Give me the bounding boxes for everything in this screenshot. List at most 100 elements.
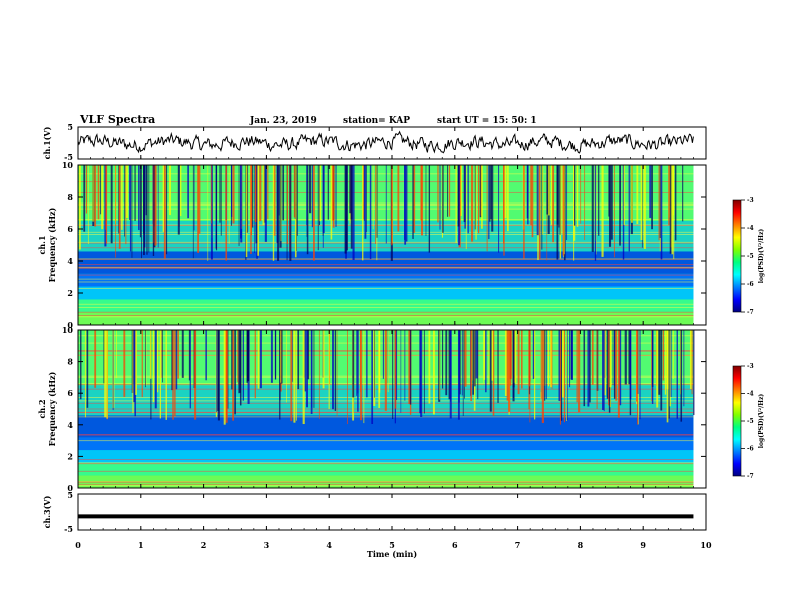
sferic-stripe	[506, 330, 509, 401]
spectral-line	[78, 463, 694, 465]
sferic-stripe	[334, 330, 337, 411]
sferic-stripe	[356, 330, 358, 396]
sferic-stripe	[404, 165, 406, 240]
ch1-waveform-line	[77, 130, 694, 154]
ch1-ytick-label: 10	[62, 160, 74, 170]
sferic-stripe	[309, 165, 312, 214]
sferic-stripe	[232, 330, 235, 421]
sferic-stripe	[280, 330, 282, 383]
sferic-stripe	[672, 330, 674, 380]
x-tick-label: 6	[452, 540, 458, 550]
sferic-stripe	[639, 330, 641, 420]
sferic-stripe	[669, 165, 672, 254]
sferic-stripe	[615, 330, 618, 401]
ch1-ytick-label: 2	[67, 288, 73, 298]
header-station: station= KAP	[343, 116, 410, 126]
spectral-line	[78, 459, 694, 460]
sferic-stripe	[596, 330, 598, 409]
sferic-stripe	[668, 165, 670, 226]
sferic-stripe	[293, 330, 296, 423]
sferic-stripe	[166, 165, 168, 255]
sferic-stripe	[234, 330, 236, 415]
sferic-stripe	[566, 330, 568, 420]
sferic-stripe	[141, 330, 143, 398]
ch2-spectrogram-ylabel-frequency: Frequency (kHz)	[47, 371, 57, 446]
sferic-stripe	[291, 330, 293, 382]
sferic-stripe	[138, 165, 140, 231]
spectral-line	[78, 208, 694, 210]
spectral-line	[78, 281, 694, 283]
sferic-stripe	[488, 330, 490, 385]
sferic-stripe	[503, 165, 505, 244]
sferic-stripe	[660, 330, 663, 411]
sferic-stripe	[432, 330, 435, 415]
sferic-stripe	[118, 165, 121, 249]
ch2-ytick-label: 2	[67, 451, 73, 461]
sferic-stripe	[152, 330, 155, 403]
sferic-stripe	[504, 165, 507, 219]
sferic-stripe	[603, 330, 605, 412]
sferic-stripe	[344, 165, 347, 254]
sferic-stripe	[290, 330, 293, 422]
sferic-stripe	[541, 330, 544, 424]
sferic-stripe	[239, 330, 241, 393]
sferic-stripe	[485, 330, 487, 393]
sferic-stripe	[78, 165, 81, 250]
sferic-stripe	[319, 165, 322, 222]
sferic-stripe	[378, 330, 381, 393]
spectral-line	[78, 440, 694, 442]
sferic-stripe	[363, 165, 365, 221]
sferic-stripe	[227, 330, 229, 409]
sferic-stripe	[376, 165, 378, 261]
sferic-stripe	[313, 330, 315, 408]
sferic-stripe	[318, 330, 320, 419]
sferic-stripe	[157, 165, 159, 248]
sferic-stripe	[267, 165, 269, 220]
sferic-stripe	[508, 330, 511, 412]
sferic-stripe	[357, 330, 359, 394]
sferic-stripe	[477, 330, 479, 400]
sferic-stripe	[85, 165, 88, 214]
ch1-colorbar-label: log(PSD)(V²/Hz)	[758, 229, 765, 284]
spectral-line	[78, 225, 694, 226]
sferic-stripe	[478, 165, 480, 234]
sferic-stripe	[177, 165, 180, 235]
sferic-stripe	[591, 330, 594, 385]
sferic-stripe	[145, 330, 147, 386]
sferic-stripe	[80, 330, 82, 400]
sferic-stripe	[259, 165, 262, 222]
sferic-stripe	[578, 330, 581, 413]
spectral-line	[78, 191, 694, 193]
sferic-stripe	[134, 165, 136, 221]
ch1-colorbar-label: -3	[747, 197, 754, 204]
spectral-line	[78, 234, 694, 235]
sferic-stripe	[139, 165, 142, 238]
sferic-stripe	[619, 330, 622, 406]
ch1-spectrogram-panel: 0 2 4 6 8 10 ch.1 Frequency (kHz)	[37, 160, 707, 330]
sferic-stripe	[162, 330, 163, 383]
spectral-line	[78, 485, 694, 487]
ch2-colorbar-label: -3	[747, 363, 754, 370]
sferic-stripe	[671, 165, 674, 255]
spectral-line	[78, 219, 694, 221]
sferic-stripe	[523, 165, 525, 259]
sferic-stripe	[448, 165, 451, 217]
sferic-stripe	[573, 165, 575, 261]
sferic-stripe	[474, 330, 476, 387]
sferic-stripe	[129, 165, 131, 220]
sferic-stripe	[442, 165, 444, 233]
sferic-stripe	[391, 165, 393, 246]
sferic-stripe	[569, 330, 571, 388]
sferic-stripe	[455, 165, 457, 243]
sferic-stripe	[643, 165, 646, 249]
sferic-stripe	[507, 165, 509, 232]
frequency-band	[78, 221, 694, 252]
spectral-line	[78, 411, 694, 413]
sferic-stripe	[559, 330, 561, 425]
sferic-stripe	[580, 165, 582, 224]
frequency-band	[78, 415, 694, 438]
sferic-stripe	[674, 165, 677, 241]
sferic-stripe	[360, 330, 363, 421]
sferic-stripe	[384, 330, 387, 411]
sferic-stripe	[397, 165, 400, 232]
